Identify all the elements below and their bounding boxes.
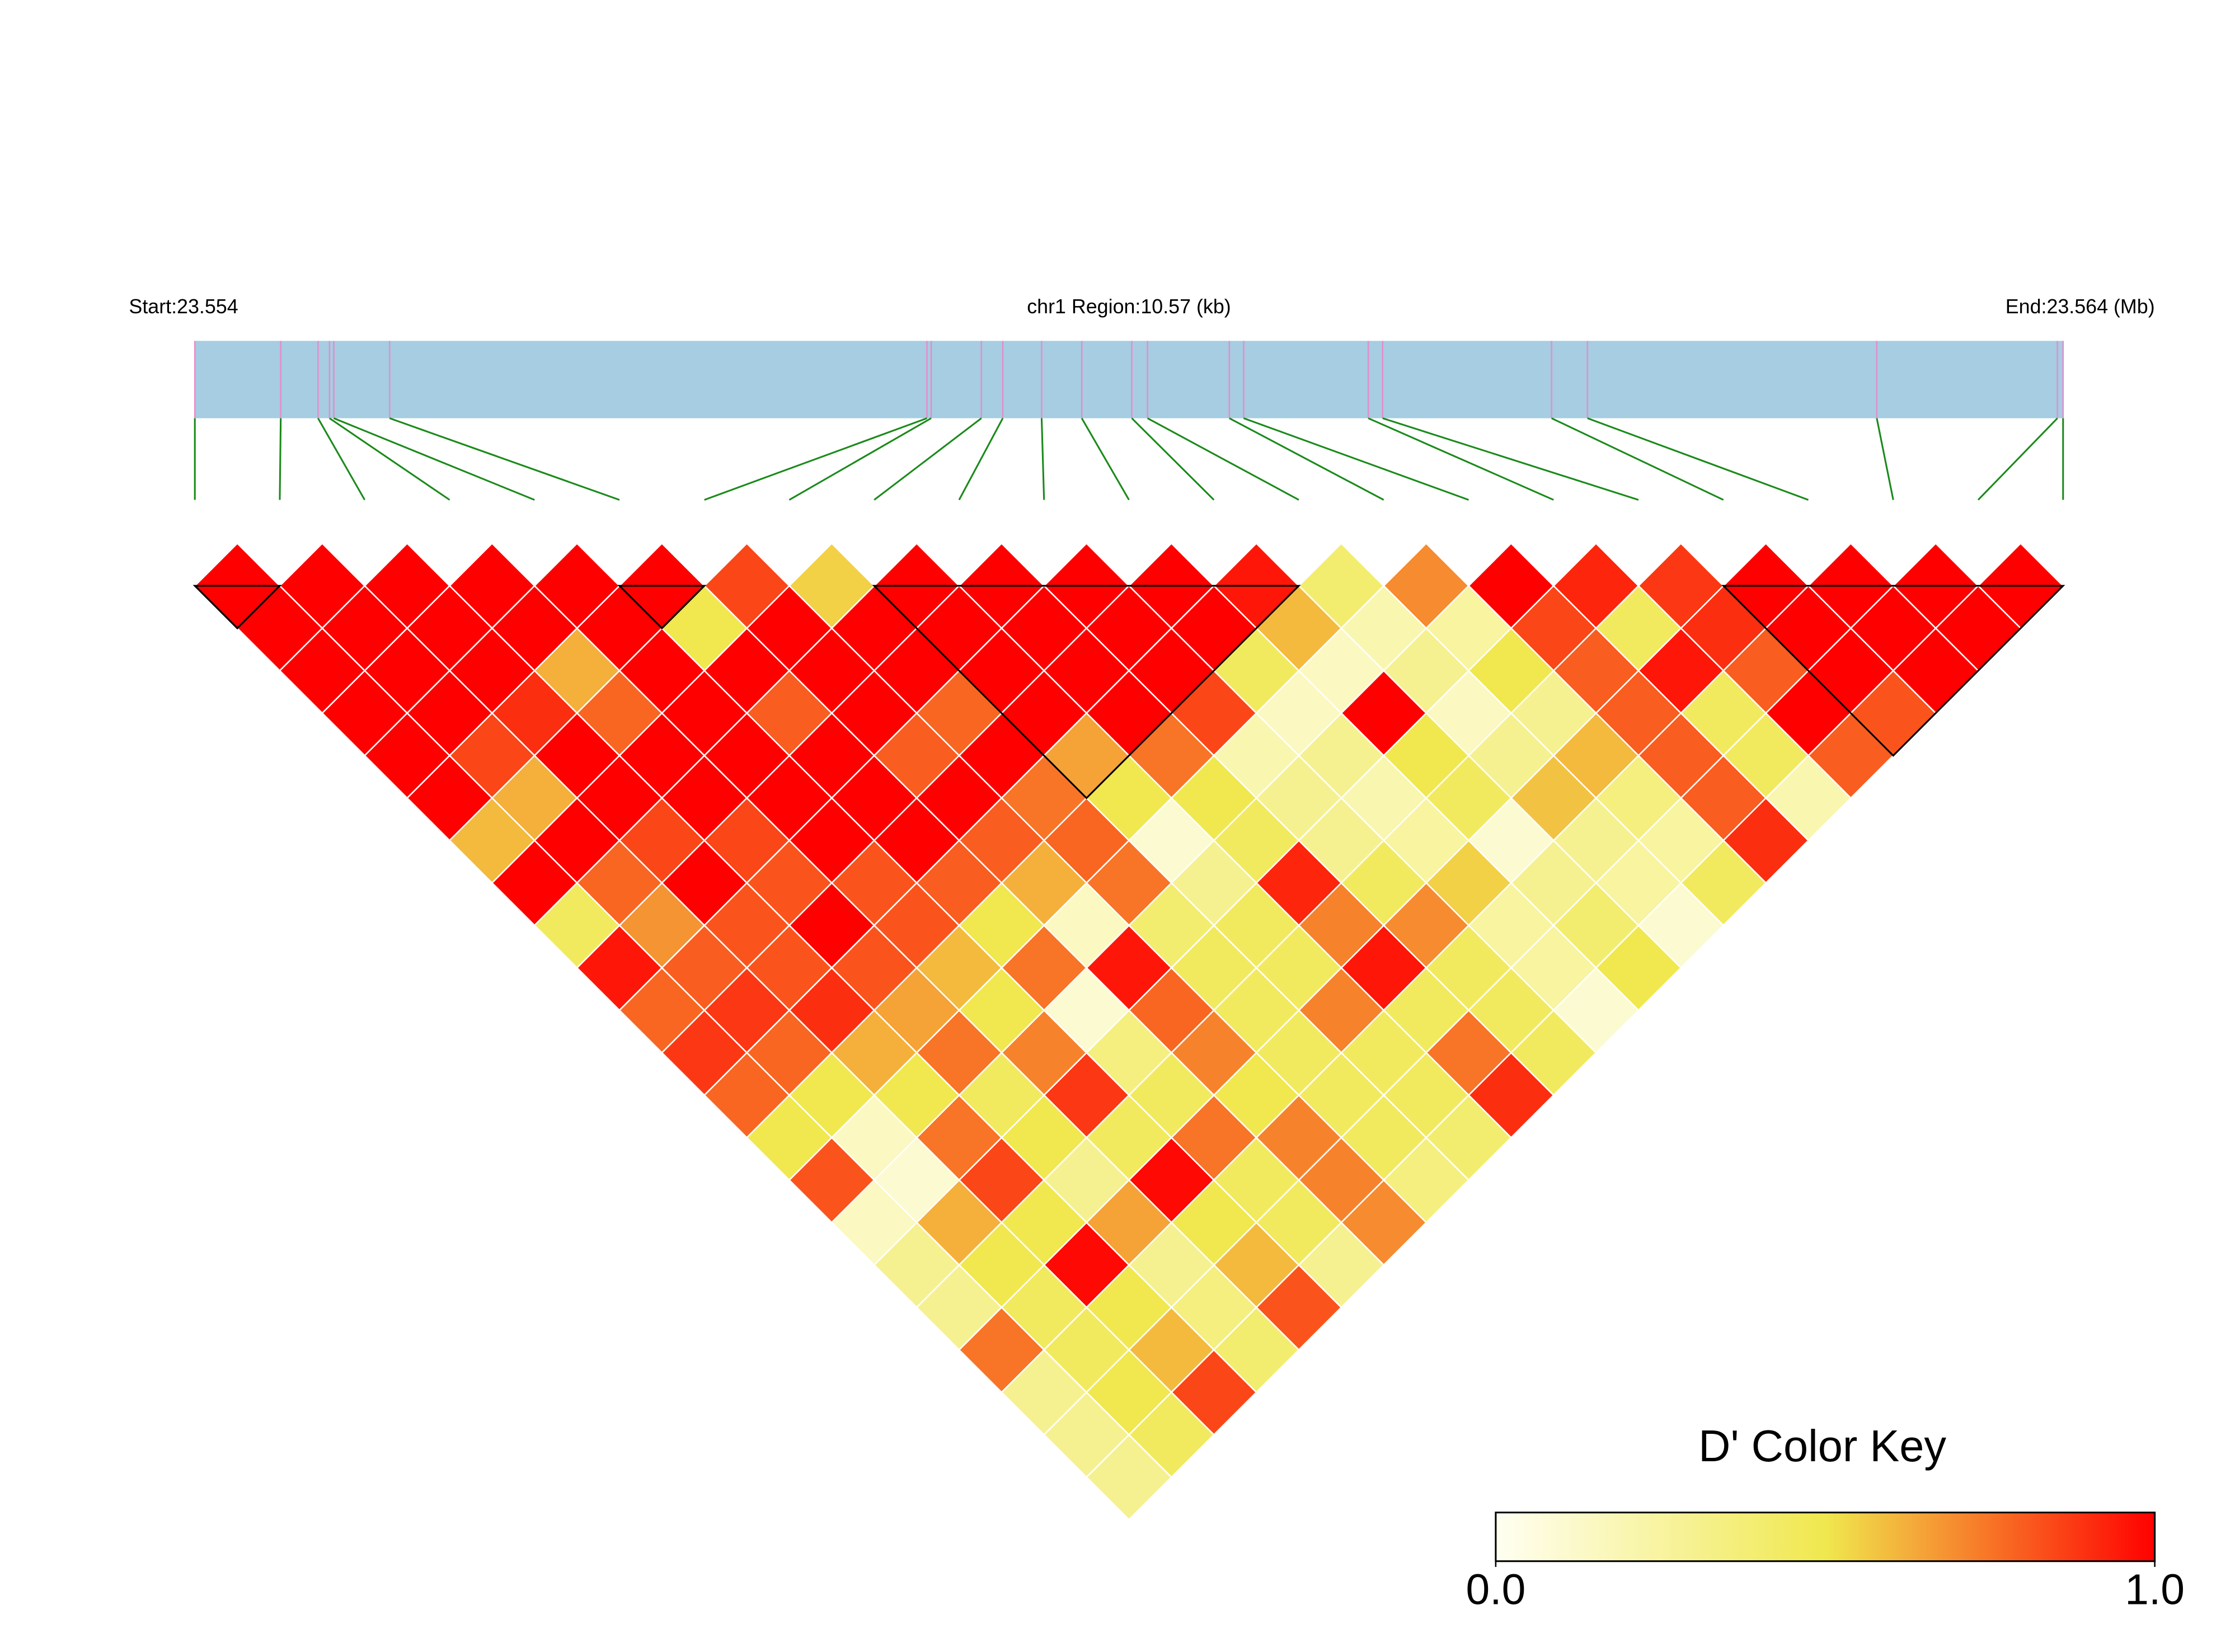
- snp-connector: [279, 418, 282, 500]
- snp-connector: [1147, 417, 1299, 501]
- snp-connector: [1368, 417, 1554, 501]
- snp-connector: [704, 417, 927, 501]
- key-tick-label: 1.0: [2125, 1565, 2185, 1613]
- start-label: Start:23.554: [129, 295, 238, 318]
- ld-block: [872, 585, 1301, 799]
- key-title: D' Color Key: [1698, 1421, 1946, 1471]
- ld-block: [617, 585, 707, 630]
- snp-connector: [788, 417, 932, 501]
- snp-connector: [1040, 418, 1045, 500]
- snp-connector: [317, 417, 366, 501]
- ld-cell: [1085, 1433, 1173, 1521]
- snp-connector: [1229, 417, 1384, 501]
- ld-block: [192, 585, 282, 630]
- region-bar: [195, 341, 2063, 418]
- region-label: chr1 Region:10.57 (kb): [1027, 295, 1231, 318]
- snp-connector: [1876, 418, 1894, 500]
- snp-connector: [1382, 417, 1639, 501]
- ld-block: [1721, 585, 2065, 757]
- snp-connector: [1551, 417, 1724, 501]
- snp-connector: [329, 417, 450, 501]
- color-key: [1495, 1512, 2156, 1562]
- key-tick-label: 0.0: [1466, 1565, 1526, 1613]
- snp-connector: [389, 417, 620, 501]
- snp-connector: [333, 417, 535, 501]
- snp-connector: [1977, 417, 2058, 501]
- snp-connector: [1081, 417, 1130, 501]
- snp-connector: [1587, 417, 1809, 501]
- snp-connector: [1131, 417, 1215, 501]
- end-label: End:23.564 (Mb): [2006, 295, 2155, 318]
- snp-connector: [1243, 417, 1469, 501]
- snp-connector: [958, 417, 1004, 501]
- snp-connector: [874, 417, 982, 501]
